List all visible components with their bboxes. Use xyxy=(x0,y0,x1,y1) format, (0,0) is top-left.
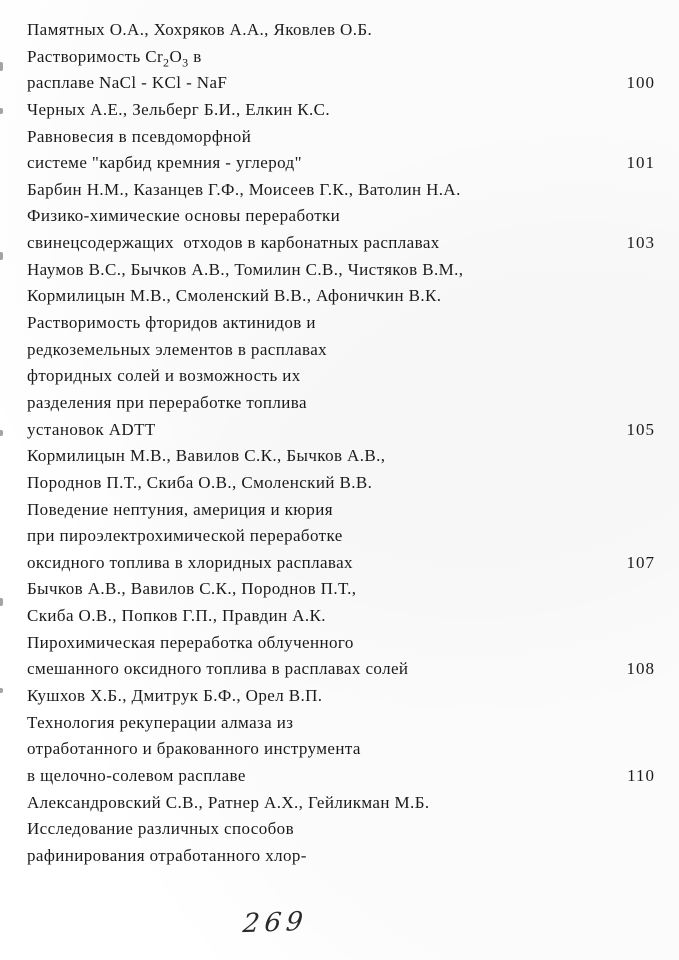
toc-line-text: Скиба О.В., Попков Г.П., Правдин А.К. xyxy=(27,606,326,626)
toc-title-line: оксидного топлива в хлоридных расплавах 1… xyxy=(27,553,655,580)
toc-page-number: 107 xyxy=(626,552,655,572)
toc-line-text: Барбин Н.М., Казанцев Г.Ф., Моисеев Г.К.… xyxy=(27,179,461,199)
toc-title-line: свинецсодержащих отходов в карбонатных р… xyxy=(27,233,655,260)
toc-line-text: Растворимость фторидов актинидов и xyxy=(27,313,316,333)
toc-line-text: Александровский С.В., Ратнер А.Х., Гейли… xyxy=(27,792,430,812)
toc-line-text: Породнов П.Т., Скиба О.В., Смоленский В.… xyxy=(27,472,373,492)
toc-title-line: Равновесия в псевдоморфной xyxy=(27,127,655,154)
toc-line-text: Равновесия в псевдоморфной xyxy=(27,126,252,146)
scan-artifact xyxy=(0,252,3,260)
toc-line-text: редкоземельных элементов в расплавах xyxy=(27,339,328,359)
toc-line-text: фторидных солей и возможность их xyxy=(27,366,301,386)
toc-author-line: Кушхов Х.Б., Дмитрук Б.Ф., Орел В.П. xyxy=(27,686,655,713)
toc-title-line: Исследование различных способов xyxy=(27,819,655,846)
toc-title-line: системе "карбид кремния - углерод" 101 xyxy=(27,153,655,180)
toc-line-text: Технология рекуперации алмаза из xyxy=(27,712,294,732)
toc-title-line: при пироэлектрохимической переработке xyxy=(27,526,655,553)
toc-title-line: смешанного оксидного топлива в расплавах… xyxy=(27,659,655,686)
scan-artifact xyxy=(0,688,3,693)
scan-artifact xyxy=(0,62,3,71)
scan-artifact xyxy=(0,430,3,436)
toc-page-number: 101 xyxy=(626,153,655,173)
toc-title-line: расплаве NaCl - KCl - NaF 100 xyxy=(27,73,655,100)
toc-line-text: Черных А.Е., Зельберг Б.И., Елкин К.С. xyxy=(27,99,331,119)
toc-author-line: Скиба О.В., Попков Г.П., Правдин А.К. xyxy=(27,606,655,633)
toc-line-text: в щелочно-солевом расплаве xyxy=(27,765,246,785)
toc-list: Памятных О.А., Хохряков А.А., Яковлев О.… xyxy=(27,20,655,873)
toc-author-line: Породнов П.Т., Скиба О.В., Смоленский В.… xyxy=(27,473,655,500)
toc-page-number: 103 xyxy=(626,233,655,253)
toc-line-text: установок ADTT xyxy=(27,419,156,439)
toc-author-line: Александровский С.В., Ратнер А.Х., Гейли… xyxy=(27,793,655,820)
toc-line-text: разделения при переработке топлива xyxy=(27,392,307,412)
toc-line-text: Исследование различных способов xyxy=(27,819,295,839)
toc-title-line: Поведение нептуния, америция и кюрия xyxy=(27,500,655,527)
toc-title-line: Растворимость фторидов актинидов и xyxy=(27,313,655,340)
toc-line-text: рафинирования отработанного хлор- xyxy=(27,845,307,865)
toc-line-text: Наумов В.С., Бычков А.В., Томилин С.В., … xyxy=(27,259,464,279)
toc-author-line: Кормилицын М.В., Смоленский В.В., Афонич… xyxy=(27,286,655,313)
toc-line-text: Кормилицын М.В., Вавилов С.К., Бычков А.… xyxy=(27,446,386,466)
toc-line-text: смешанного оксидного топлива в расплавах… xyxy=(27,659,409,679)
toc-title-line: Пирохимическая переработка облученного xyxy=(27,633,655,660)
toc-line-text: при пироэлектрохимической переработке xyxy=(27,526,343,546)
toc-title-line: установок ADTT 105 xyxy=(27,420,655,447)
toc-author-line: Бычков А.В., Вавилов С.К., Породнов П.Т.… xyxy=(27,579,655,606)
toc-author-line: Черных А.Е., Зельберг Б.И., Елкин К.С. xyxy=(27,100,655,127)
toc-title-line: редкоземельных элементов в расплавах xyxy=(27,340,655,367)
toc-line-text: Поведение нептуния, америция и кюрия xyxy=(27,499,334,519)
toc-line-text: Пирохимическая переработка облученного xyxy=(27,632,354,652)
toc-line-text: Кушхов Х.Б., Дмитрук Б.Ф., Орел В.П. xyxy=(27,686,323,706)
toc-title-line: Физико-химические основы переработки xyxy=(27,206,655,233)
toc-title-line: Растворимость Cr2O3 в xyxy=(27,47,655,74)
toc-line-text: Растворимость Cr2O3 в xyxy=(27,46,202,70)
toc-line-text: системе "карбид кремния - углерод" xyxy=(27,153,302,173)
toc-title-line: в щелочно-солевом расплаве 110 xyxy=(27,766,655,793)
toc-page-number: 105 xyxy=(626,419,655,439)
toc-line-text: расплаве NaCl - KCl - NaF xyxy=(27,73,228,93)
toc-line-text: Памятных О.А., Хохряков А.А., Яковлев О.… xyxy=(27,20,373,39)
handwritten-page-number: 269 xyxy=(241,906,310,940)
toc-page-number: 108 xyxy=(626,659,655,679)
toc-title-line: фторидных солей и возможность их xyxy=(27,366,655,393)
toc-author-line: Наумов В.С., Бычков А.В., Томилин С.В., … xyxy=(27,260,655,287)
toc-line-text: Физико-химические основы переработки xyxy=(27,206,341,226)
toc-author-line: Барбин Н.М., Казанцев Г.Ф., Моисеев Г.К.… xyxy=(27,180,655,207)
toc-line-text: Бычков А.В., Вавилов С.К., Породнов П.Т.… xyxy=(27,579,357,599)
toc-line-text: Кормилицын М.В., Смоленский В.В., Афонич… xyxy=(27,286,442,306)
toc-title-line: разделения при переработке топлива xyxy=(27,393,655,420)
toc-page-number: 110 xyxy=(627,765,655,785)
toc-author-line: Памятных О.А., Хохряков А.А., Яковлев О.… xyxy=(27,20,655,47)
toc-line-text: отработанного и бракованного инструмента xyxy=(27,739,361,759)
toc-title-line: Технология рекуперации алмаза из xyxy=(27,713,655,740)
toc-author-line: Кормилицын М.В., Вавилов С.К., Бычков А.… xyxy=(27,446,655,473)
scan-artifact xyxy=(0,598,3,606)
scan-artifact xyxy=(0,108,3,114)
toc-page-number: 100 xyxy=(626,73,655,93)
toc-title-line: отработанного и бракованного инструмента xyxy=(27,739,655,766)
toc-line-text: свинецсодержащих отходов в карбонатных р… xyxy=(27,233,440,253)
toc-title-line: рафинирования отработанного хлор- xyxy=(27,846,655,873)
toc-line-text: оксидного топлива в хлоридных расплавах xyxy=(27,552,353,572)
